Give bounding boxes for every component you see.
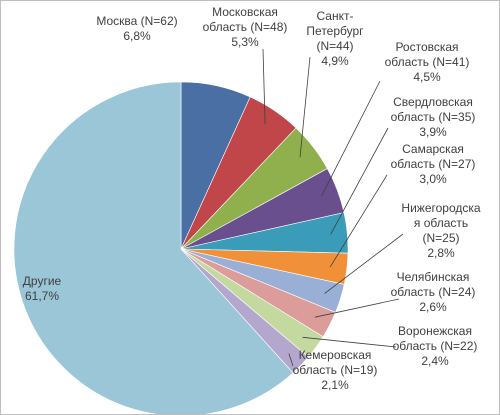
- slice-label-line: 4,9%: [321, 54, 349, 68]
- leader-line: [314, 298, 400, 318]
- slice-label-line: область (N=41): [385, 55, 470, 69]
- slice-label-line: 61,7%: [25, 289, 59, 303]
- pie-slices: [13, 81, 349, 414]
- slice-label: Другие 61,7%: [23, 274, 62, 303]
- leader-line: [302, 336, 397, 348]
- slice-label-line: Петербург: [306, 24, 364, 38]
- leader-line: [330, 127, 389, 235]
- slice-label: Воронежская область (N=22) 2,4%: [393, 324, 478, 368]
- slice-label-line: область (N=24): [391, 285, 476, 299]
- slice-label-line: 3,9%: [419, 125, 447, 139]
- slice-label: Ростовская область (N=41) 4,5%: [385, 40, 470, 84]
- slice-label-line: 2,8%: [427, 246, 455, 260]
- slice-label-line: Нижегородска: [401, 201, 480, 215]
- slice-label: Нижегородска я область (N=25) 2,8%: [401, 201, 480, 260]
- slice-label-line: 2,4%: [421, 354, 449, 368]
- leader-line: [262, 48, 266, 125]
- slice-label-line: Кемеровская: [299, 348, 372, 362]
- slice-label-line: Другие: [23, 274, 62, 288]
- slice-label-line: Свердловская: [393, 95, 473, 109]
- slice-label-line: (N=25): [422, 231, 459, 245]
- leader-line: [288, 353, 294, 367]
- slice-label: Челябинская область (N=24) 2,6%: [391, 270, 476, 314]
- slice-label-line: область (N=27): [391, 157, 476, 171]
- slice-label-line: 2,6%: [419, 300, 447, 314]
- slice-label: Кемеровская область (N=19) 2,1%: [293, 348, 378, 392]
- slice-label-line: 4,5%: [413, 70, 441, 84]
- slice-label-line: область (N=19): [293, 363, 378, 377]
- slice-label-line: 2,1%: [321, 378, 349, 392]
- leader-line: [324, 233, 404, 294]
- slice-label-line: область (N=48): [203, 20, 288, 34]
- slice-label-line: Самарская: [402, 142, 464, 156]
- slice-label-line: 5,3%: [231, 35, 259, 49]
- slice-label-line: Ростовская: [395, 40, 458, 54]
- slice-label-line: я область: [414, 216, 468, 230]
- slice-label-line: Воронежская: [398, 324, 472, 338]
- leader-line: [299, 56, 311, 158]
- slice-label-line: 3,0%: [419, 172, 447, 186]
- leader-lines: [262, 48, 404, 367]
- slice-label: Свердловская область (N=35) 3,9%: [391, 95, 476, 139]
- slice-label-line: Санкт-: [317, 9, 354, 23]
- slice-label: Самарская область (N=27) 3,0%: [391, 142, 476, 186]
- leader-line: [321, 80, 381, 197]
- slice-label: Московская область (N=48) 5,3%: [203, 5, 288, 49]
- slice-label-line: (N=44): [316, 39, 353, 53]
- pie-slice: [13, 81, 294, 414]
- slice-label: Москва (N=62) 6,8%: [96, 14, 177, 43]
- slice-label-line: Москва (N=62): [96, 14, 177, 28]
- slice-label-line: область (N=35): [391, 110, 476, 124]
- slice-label-line: Челябинская: [397, 270, 470, 284]
- slice-label-line: область (N=22): [393, 339, 478, 353]
- slice-label-line: Московская: [212, 5, 278, 19]
- slice-labels: Москва (N=62) 6,8% Московская область (N=48…: [23, 5, 481, 392]
- slice-label-line: 6,8%: [123, 29, 151, 43]
- slice-label: Санкт-Петербург (N=44) 4,9%: [306, 9, 364, 68]
- leader-line: [329, 174, 388, 268]
